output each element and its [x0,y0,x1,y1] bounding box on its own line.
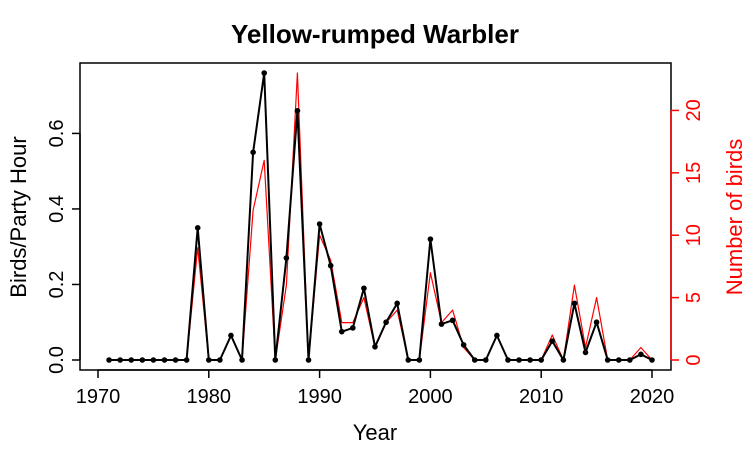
data-point [560,357,567,363]
data-point [250,149,256,156]
data-point [272,357,279,363]
y-left-tick-label: 0.0 [46,346,68,374]
data-point [327,262,334,269]
data-point [527,357,533,363]
x-tick-label: 2010 [519,386,564,408]
series-layer [106,70,655,363]
data-point [460,342,467,348]
y-right-tick-label: 5 [683,292,705,303]
y-axis-right-label: Number of birds [722,139,747,296]
x-tick-label: 2020 [630,386,675,408]
data-point [394,300,400,307]
data-point [483,357,489,363]
data-point [361,285,367,292]
data-point [350,325,356,331]
data-point [649,357,655,363]
data-point [538,357,544,363]
data-point [338,328,345,335]
data-point [183,357,190,363]
data-point [383,319,389,326]
y-axis-right: 0 5 10 15 20 [670,99,705,366]
data-point [427,236,434,242]
data-point [228,332,234,339]
series-line-birds-per-party-hour [109,72,653,361]
data-point [239,357,245,363]
data-point [604,357,611,363]
x-tick-label: 2000 [408,386,453,408]
data-point [593,319,600,326]
data-point [128,357,135,363]
data-point [194,225,201,231]
data-point [416,357,423,363]
data-point [571,300,578,307]
data-point [471,357,478,363]
data-point [117,357,123,363]
data-point [283,255,290,261]
data-point [150,357,157,363]
chart-title: Yellow-rumped Warbler [231,19,519,49]
data-point [516,357,522,363]
data-point [217,357,223,363]
y-right-tick-label: 20 [683,99,705,121]
x-tick-label: 1970 [76,386,121,408]
data-point [615,357,622,363]
data-point [582,349,589,356]
y-axis-left-label: Birds/Party Hour [6,136,31,297]
data-point [106,357,112,363]
y-right-tick-label: 10 [683,224,705,246]
data-point [405,357,412,363]
data-point [206,357,212,363]
data-point [449,317,456,324]
plot-frame [79,62,672,371]
data-point [305,357,312,363]
data-point [139,357,146,363]
y-right-tick-label: 0 [683,354,705,365]
data-point [316,221,323,227]
data-point [627,357,633,363]
data-point [261,70,268,76]
y-left-tick-label: 0.2 [46,271,68,299]
x-axis-label: Year [353,420,397,445]
data-point [438,321,445,327]
data-point [294,107,301,114]
x-axis: 1970 1980 1990 2000 2010 2020 [76,369,675,408]
data-point [372,343,378,350]
y-axis-left: 0.0 0.2 0.4 0.6 [46,120,81,374]
data-point [505,357,511,363]
data-point [172,357,179,363]
y-right-tick-label: 15 [683,162,705,184]
x-tick-label: 1990 [297,386,342,408]
x-tick-label: 1980 [187,386,232,408]
data-point [161,357,168,363]
y-left-tick-label: 0.6 [46,120,68,148]
data-point [494,332,500,339]
y-left-tick-label: 0.4 [46,195,68,223]
data-point [549,338,556,344]
data-point [638,351,644,358]
